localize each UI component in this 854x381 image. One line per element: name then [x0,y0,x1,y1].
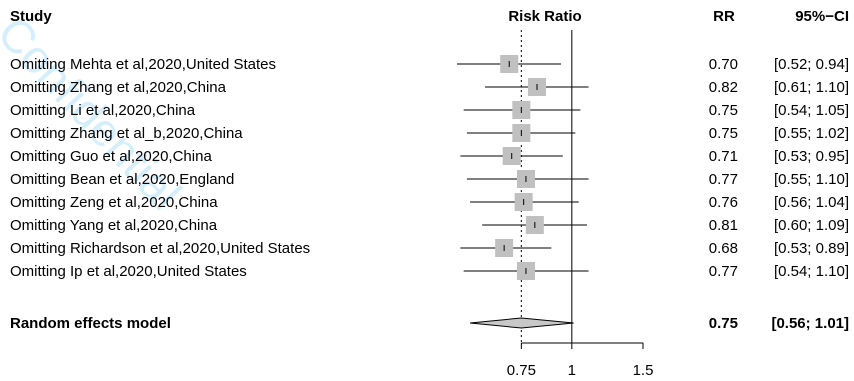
pooled-ci-value: [0.56; 1.01] [771,315,849,332]
pooled-diamond [470,317,574,329]
x-tick-label: 1 [568,362,576,379]
rr-value: 0.77 [709,263,738,280]
header-study: Study [10,8,52,25]
header-rr: RR [713,8,735,25]
rr-value: 0.76 [709,194,738,211]
x-tick-label: 0.75 [507,362,536,379]
study-label: Omitting Yang et al,2020,China [10,217,218,234]
ci-value: [0.56; 1.04] [774,194,849,211]
rr-value: 0.77 [709,171,738,188]
rr-value: 0.81 [709,217,738,234]
study-label: Omitting Bean et al,2020,England [10,171,234,188]
rr-value: 0.68 [709,240,738,257]
pooled-label: Random effects model [10,315,171,332]
header-ci: 95%−CI [795,8,849,25]
study-label: Omitting Zeng et al,2020,China [10,194,218,211]
study-label: Omitting Mehta et al,2020,United States [10,56,276,73]
study-label: Omitting Zhang et al,2020,China [10,79,227,96]
rr-value: 0.70 [709,56,738,73]
ci-value: [0.53; 0.89] [774,240,849,257]
ci-value: [0.54; 1.10] [774,263,849,280]
study-label: Omitting Guo et al,2020,China [10,148,212,165]
study-label: Omitting Li et al,2020,China [10,102,196,119]
ci-value: [0.52; 0.94] [774,56,849,73]
rr-value: 0.75 [709,102,738,119]
rr-value: 0.75 [709,125,738,142]
header-risk-ratio: Risk Ratio [508,8,581,25]
pooled-rr-value: 0.75 [709,315,738,332]
ci-value: [0.55; 1.02] [774,125,849,142]
x-tick-label: 1.5 [633,362,654,379]
study-label: Omitting Zhang et al_b,2020,China [10,125,243,142]
ci-value: [0.54; 1.05] [774,102,849,119]
ci-value: [0.61; 1.10] [774,79,849,96]
rr-value: 0.71 [709,148,738,165]
plot-area: Omitting Mehta et al,2020,United States 0… [10,30,849,379]
ci-value: [0.55; 1.10] [774,171,849,188]
study-label: Omitting Ip et al,2020,United States [10,263,247,280]
ci-value: [0.60; 1.09] [774,217,849,234]
ci-value: [0.53; 0.95] [774,148,849,165]
rr-value: 0.82 [709,79,738,96]
study-label: Omitting Richardson et al,2020,United St… [10,240,310,257]
